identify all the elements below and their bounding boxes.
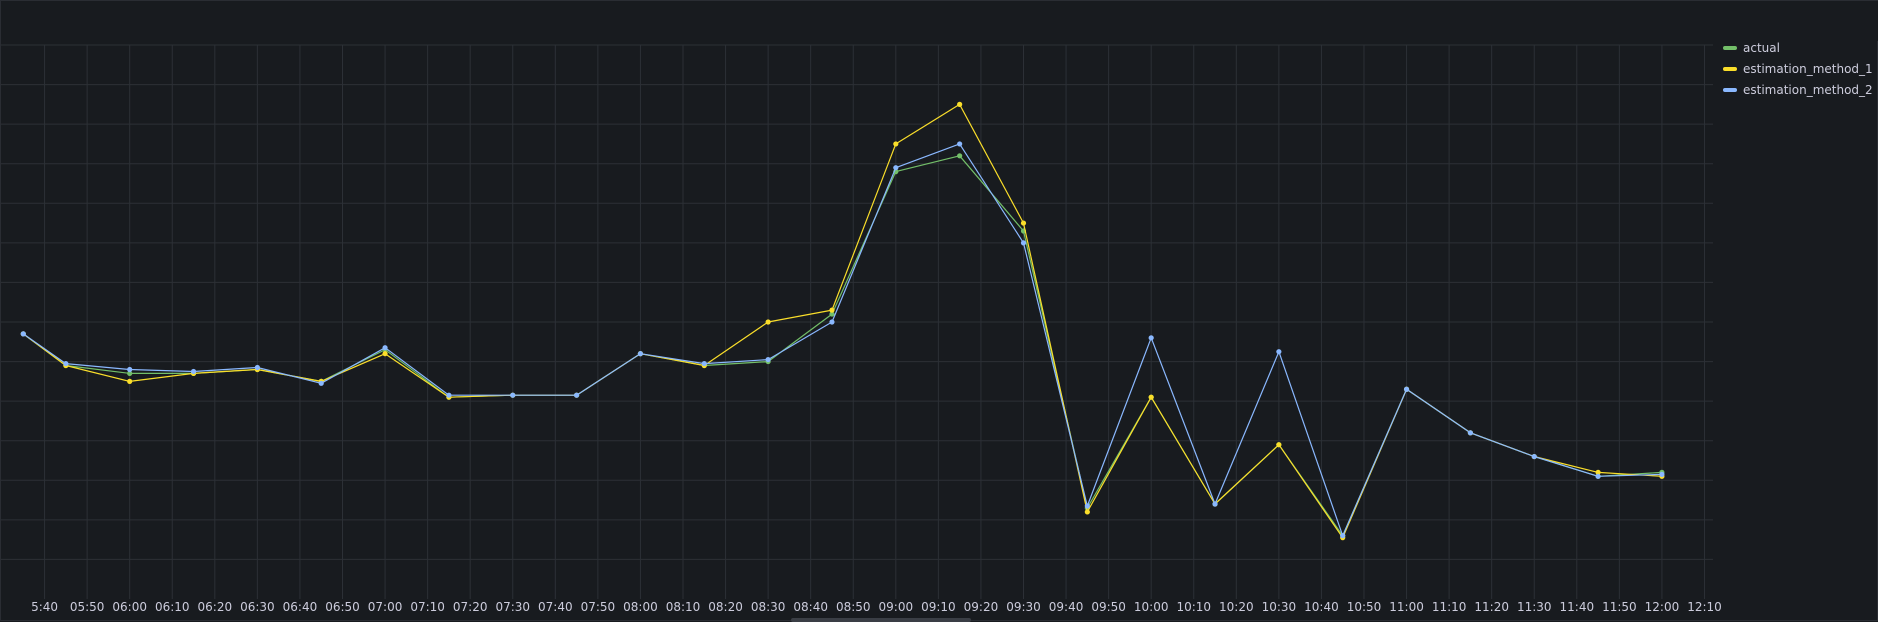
x-tick-label: 08:40 — [793, 600, 828, 614]
x-tick-label: 06:10 — [155, 600, 190, 614]
x-tick-label: 08:20 — [708, 600, 743, 614]
data-point-estimation-method-2 — [829, 319, 835, 325]
data-point-estimation-method-2 — [510, 392, 516, 398]
x-tick-label: 08:10 — [666, 600, 701, 614]
data-point-estimation-method-2 — [63, 360, 69, 367]
x-tick-label: 11:50 — [1602, 600, 1637, 614]
data-point-estimation-method-1 — [1595, 469, 1601, 475]
x-tick-label: 07:40 — [538, 600, 573, 614]
x-tick-label: 11:20 — [1474, 600, 1509, 614]
data-point-estimation-method-2 — [254, 364, 260, 371]
x-tick-label: 09:00 — [879, 600, 914, 614]
x-tick-label: 06:30 — [240, 600, 275, 614]
data-point-estimation-method-1 — [127, 378, 133, 384]
x-tick-label: 10:20 — [1219, 600, 1254, 614]
data-point-estimation-method-2 — [190, 368, 197, 375]
data-point-estimation-method-2 — [701, 360, 707, 367]
data-point-estimation-method-2 — [765, 356, 771, 363]
data-point-estimation-method-2 — [1148, 335, 1154, 341]
series-line-estimation-method-1 — [22, 103, 1662, 539]
legend-item-estimation-method-1[interactable]: estimation_method_1 — [1723, 60, 1873, 77]
data-point-estimation-method-1 — [1148, 394, 1154, 400]
data-point-estimation-method-2 — [1531, 453, 1537, 460]
legend-label: estimation_method_2 — [1743, 82, 1873, 97]
x-tick-label: 12:10 — [1687, 600, 1722, 614]
data-point-estimation-method-2 — [893, 165, 899, 171]
x-tick-label: 07:00 — [368, 600, 403, 614]
data-point-estimation-method-1 — [829, 307, 835, 313]
x-tick-label: 11:40 — [1560, 600, 1595, 614]
x-tick-label: 08:00 — [623, 600, 658, 614]
x-tick-label: 10:10 — [1176, 600, 1211, 614]
x-tick-label: 11:30 — [1517, 600, 1552, 614]
data-point-estimation-method-2 — [318, 380, 324, 386]
legend-swatch-icon — [1723, 45, 1737, 50]
x-tick-label: 05:50 — [70, 600, 105, 614]
legend-item-estimation-method-2[interactable]: estimation_method_2 — [1723, 81, 1873, 98]
data-point-estimation-method-1 — [893, 141, 899, 147]
legend-swatch-icon — [1723, 66, 1737, 71]
x-tick-label: 09:10 — [921, 600, 956, 614]
data-point-estimation-method-2 — [382, 345, 388, 351]
x-tick-label: 07:20 — [453, 600, 488, 614]
data-point-estimation-method-2 — [1276, 349, 1282, 355]
data-point-estimation-method-2 — [127, 366, 133, 373]
x-tick-label: 11:00 — [1389, 600, 1424, 614]
data-point-actual — [127, 370, 133, 377]
data-point-estimation-method-2 — [573, 392, 580, 398]
legend: actual estimation_method_1 estimation_me… — [1723, 39, 1873, 98]
data-point-estimation-method-1 — [1084, 509, 1090, 515]
x-tick-label: 06:00 — [112, 600, 147, 614]
data-point-actual — [957, 153, 963, 159]
x-tick-label: 07:10 — [410, 600, 445, 614]
series-line-estimation-method-2 — [22, 143, 1662, 537]
data-point-estimation-method-2 — [20, 331, 26, 337]
data-point-estimation-method-2 — [1212, 501, 1218, 507]
data-point-estimation-method-2 — [1084, 503, 1090, 509]
data-point-estimation-method-2 — [1340, 533, 1346, 539]
data-point-estimation-method-2 — [957, 141, 963, 147]
legend-label: actual — [1743, 40, 1780, 55]
x-tick-label: 10:30 — [1262, 600, 1297, 614]
data-point-actual — [829, 311, 835, 317]
panel-header — [1, 1, 1878, 41]
data-point-estimation-method-2 — [1659, 471, 1665, 477]
x-tick-label: 09:40 — [1049, 600, 1084, 614]
x-tick-label: 10:50 — [1347, 600, 1382, 614]
data-point-estimation-method-2 — [1020, 240, 1027, 246]
horizontal-scrollbar[interactable] — [791, 618, 971, 622]
x-tick-label: 06:50 — [325, 600, 360, 614]
x-tick-label: 12:00 — [1645, 600, 1680, 614]
data-point-estimation-method-2 — [1403, 386, 1410, 392]
data-point-estimation-method-2 — [1595, 473, 1601, 479]
data-point-estimation-method-1 — [382, 351, 388, 357]
data-point-estimation-method-2 — [637, 351, 644, 357]
x-tick-label: 08:50 — [836, 600, 871, 614]
x-tick-label: 09:20 — [964, 600, 999, 614]
x-tick-label: 11:10 — [1432, 600, 1467, 614]
x-tick-label: 09:50 — [1091, 600, 1126, 614]
x-tick-label: 09:30 — [1006, 600, 1041, 614]
x-tick-label: 06:20 — [198, 600, 233, 614]
data-point-estimation-method-2 — [446, 392, 452, 398]
x-tick-label: 5:40 — [31, 600, 58, 614]
x-tick-label: 10:00 — [1134, 600, 1169, 614]
data-point-estimation-method-2 — [1467, 430, 1473, 436]
legend-swatch-icon — [1723, 87, 1737, 92]
x-tick-label: 08:30 — [751, 600, 786, 614]
data-point-estimation-method-1 — [957, 101, 963, 107]
x-tick-label: 07:50 — [581, 600, 616, 614]
legend-item-actual[interactable]: actual — [1723, 39, 1873, 56]
series-line-actual — [22, 155, 1662, 537]
data-point-estimation-method-1 — [765, 319, 771, 325]
data-point-estimation-method-1 — [1276, 442, 1282, 448]
x-tick-label: 10:40 — [1304, 600, 1339, 614]
data-point-estimation-method-1 — [1020, 220, 1027, 226]
legend-label: estimation_method_1 — [1743, 61, 1873, 76]
x-tick-label: 06:40 — [283, 600, 318, 614]
x-tick-label: 07:30 — [495, 600, 530, 614]
